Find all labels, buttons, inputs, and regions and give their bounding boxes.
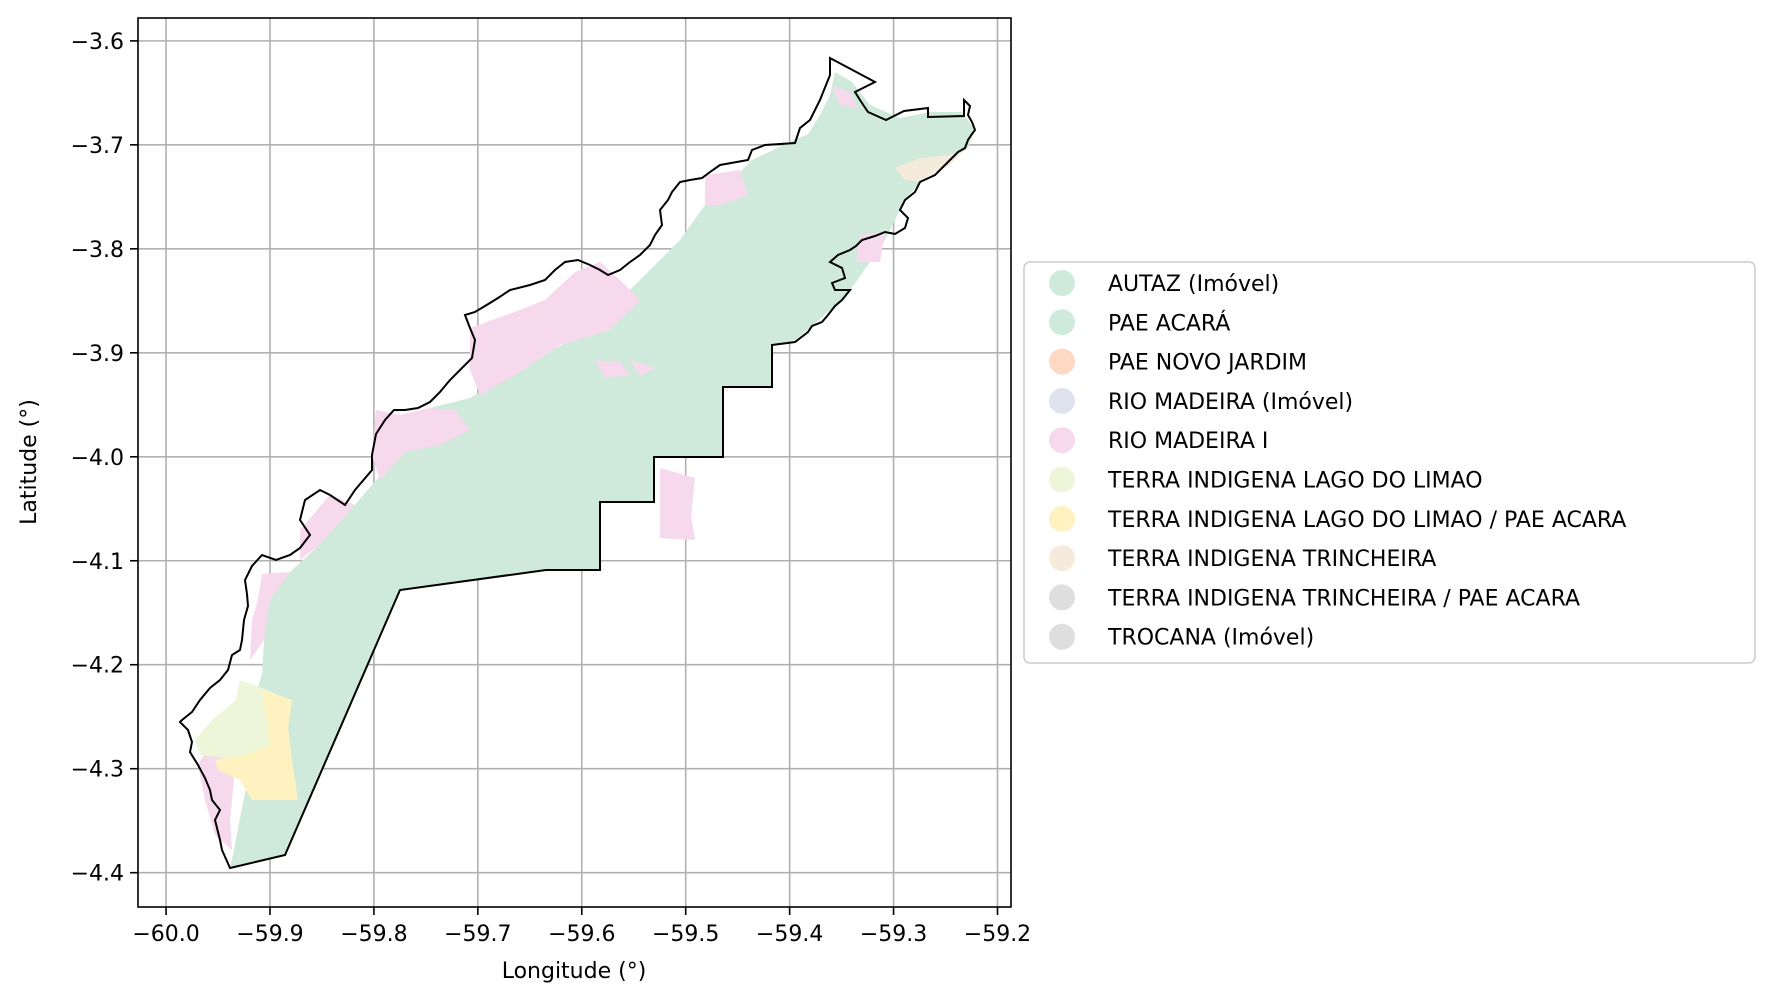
legend-label: TERRA INDIGENA TRINCHEIRA [1107, 547, 1436, 572]
legend: AUTAZ (Imóvel) PAE ACARÁ PAE NOVO JARDIM RI… [1049, 270, 1626, 651]
y-tick-label: −3.9 [71, 342, 124, 367]
region-rio-madeira-i-j [595, 360, 630, 378]
legend-marker [1049, 270, 1075, 296]
x-tick-label: −59.4 [756, 922, 823, 947]
region-ti-trincheira [895, 130, 975, 182]
legend-label: AUTAZ (Imóvel) [1108, 272, 1279, 297]
region-rio-madeira-i-b [372, 408, 470, 480]
y-tick-label: −4.0 [71, 446, 124, 471]
legend-marker [1049, 348, 1075, 375]
y-tick-label: −4.2 [71, 654, 124, 679]
y-tick-label: −4.3 [71, 758, 124, 783]
legend-label: TERRA INDIGENA LAGO DO LIMAO [1107, 469, 1483, 494]
legend-box [1023, 261, 1756, 664]
region-rio-madeira-i-c [300, 495, 355, 560]
legend-marker [1049, 427, 1075, 454]
legend-marker [1049, 505, 1075, 532]
region-rio-madeira-i-i [832, 86, 858, 108]
axes-frame [137, 17, 1012, 908]
y-axis-label: Latitude (°) [17, 399, 42, 525]
boundary-outline [178, 56, 977, 870]
x-tick-label: −59.2 [964, 922, 1031, 947]
x-tick-label: −59.8 [340, 922, 407, 947]
legend-marker [1049, 584, 1075, 611]
y-tick-label: −3.8 [71, 238, 124, 263]
legend-label: RIO MADEIRA (Imóvel) [1108, 390, 1353, 415]
legend-marker [1049, 545, 1075, 572]
y-tick-label: −3.7 [71, 134, 124, 159]
legend-label: TROCANA (Imóvel) [1107, 626, 1314, 651]
region-rio-madeira-i-l [660, 505, 695, 540]
ticks: −60.0 −59.9 −59.8 −59.7 −59.6 −59.5 −59.4 −59.3… [71, 30, 1032, 947]
region-rio-madeira-i-g [705, 170, 748, 205]
region-rio-madeira-i-k [630, 360, 655, 376]
map-layer [195, 72, 975, 868]
legend-marker [1049, 623, 1075, 650]
x-tick-label: −60.0 [132, 922, 199, 947]
legend-marker [1049, 466, 1075, 493]
x-tick-label: −59.9 [236, 922, 303, 947]
legend-label: PAE NOVO JARDIM [1108, 351, 1307, 376]
legend-label: RIO MADEIRA I [1108, 429, 1268, 454]
legend-label: TERRA INDIGENA TRINCHEIRA / PAE ACARA [1107, 586, 1580, 611]
legend-marker [1049, 387, 1075, 414]
x-axis-label: Longitude (°) [502, 959, 647, 984]
legend-label: TERRA INDIGENA LAGO DO LIMAO / PAE ACARA [1107, 508, 1626, 533]
x-tick-label: −59.6 [548, 922, 615, 947]
region-rio-madeira-i-a [470, 262, 640, 395]
region-rio-madeira-i-d [250, 572, 290, 660]
x-tick-label: −59.7 [444, 922, 511, 947]
y-tick-label: −4.1 [71, 550, 124, 575]
y-tick-label: −3.6 [71, 30, 124, 55]
x-tick-label: −59.5 [652, 922, 719, 947]
region-pae-acara [230, 72, 975, 868]
legend-marker [1049, 309, 1075, 336]
legend-label: PAE ACARÁ [1108, 310, 1230, 336]
x-tick-label: −59.3 [860, 922, 927, 947]
region-ti-lago-do-limao-pae-acara [215, 690, 298, 800]
y-tick-label: −4.4 [71, 862, 124, 887]
